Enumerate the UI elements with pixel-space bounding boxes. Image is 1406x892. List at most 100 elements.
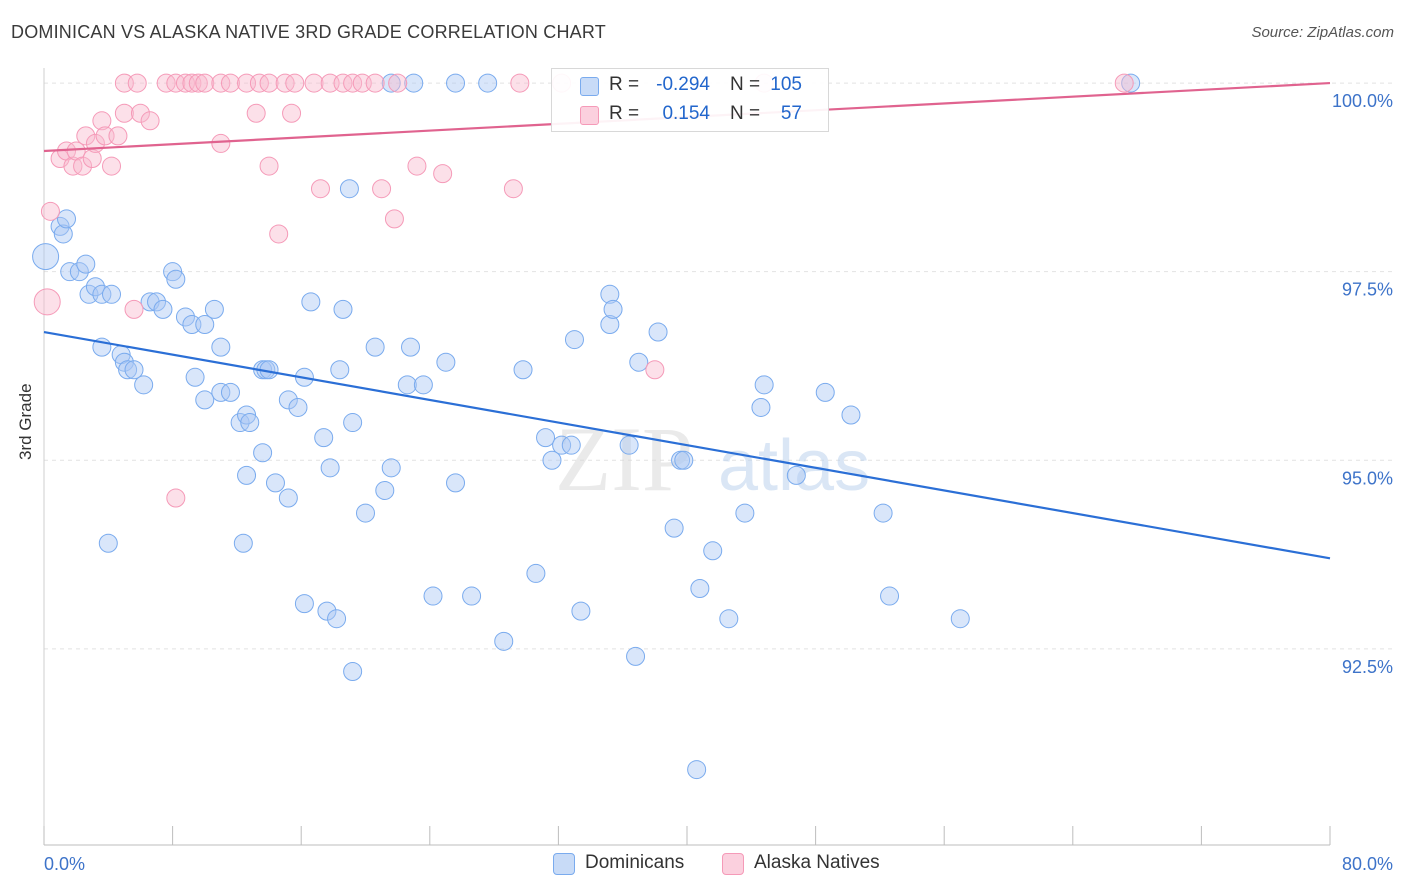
alaska-native-point: [92, 111, 112, 131]
dominican-point: [446, 73, 466, 93]
alaska-native-point: [211, 73, 231, 93]
dominican-point: [124, 360, 144, 380]
dominican-point: [195, 390, 215, 410]
dominican-point: [240, 413, 260, 433]
alaska-native-point: [246, 103, 266, 123]
dominican-point: [211, 337, 231, 357]
dominican-point: [786, 465, 806, 485]
dominican-point: [233, 533, 253, 553]
dominican-point: [690, 579, 710, 599]
tick-labels: 92.5% 95.0% 97.5% 100.0% 0.0% 80.0%: [44, 91, 1393, 874]
legend-swatch-alaska-natives: [580, 106, 599, 125]
dominican-point: [153, 299, 173, 319]
y-tick-label: 95.0%: [1342, 468, 1393, 488]
dominican-point: [404, 73, 424, 93]
dominican-point: [265, 473, 285, 493]
watermark-atlas: atlas: [718, 426, 870, 506]
dominican-point: [446, 473, 466, 493]
legend-r-value: 0.154: [662, 103, 710, 124]
legend-swatch-dominicans: [553, 853, 575, 875]
dominican-point: [98, 533, 118, 553]
dominican-point: [735, 503, 755, 523]
alaska-native-point: [503, 179, 523, 199]
dominican-point: [880, 586, 900, 606]
alaska-native-point: [73, 156, 93, 176]
alaska-native-point: [188, 73, 208, 93]
y-tick-label: 97.5%: [1342, 280, 1393, 300]
dominican-point: [619, 435, 639, 455]
dominican-point: [626, 646, 646, 666]
legend-n-value: 105: [770, 74, 802, 95]
dominican-point: [561, 435, 581, 455]
legend-r-label: R =: [609, 74, 640, 95]
dominican-point: [542, 450, 562, 470]
dominican-point: [53, 224, 73, 244]
dominican-point: [220, 382, 240, 402]
alaska-native-point: [365, 73, 385, 93]
dominican-point: [375, 480, 395, 500]
dominican-point: [69, 262, 89, 282]
dominican-point: [413, 375, 433, 395]
dominican-point: [278, 390, 298, 410]
legend-r-label: R =: [609, 103, 640, 124]
legend-label-dominicans: Dominicans: [585, 852, 685, 873]
dominican-point: [719, 609, 739, 629]
dominican-point: [333, 299, 353, 319]
dominican-point: [571, 601, 591, 621]
dominican-point: [237, 405, 257, 425]
dominican-point: [317, 601, 337, 621]
dominican-point: [166, 269, 186, 289]
dominican-point: [50, 216, 70, 236]
dominican-point: [401, 337, 421, 357]
series-legend: Dominicans Alaska Natives: [0, 850, 1406, 880]
dominican-point: [76, 254, 96, 274]
alaska-native-point: [166, 73, 186, 93]
dominican-point: [494, 631, 514, 651]
legend-row-alaska-natives: R = 0.154 N = 57: [552, 100, 828, 130]
alaska-native-point: [343, 73, 363, 93]
alaska-native-point: [310, 179, 330, 199]
dominican-point: [294, 594, 314, 614]
dominican-point: [600, 284, 620, 304]
dominican-point: [841, 405, 861, 425]
alaska-native-point: [269, 224, 289, 244]
alaska-native-point: [407, 156, 427, 176]
y-axis-label: 3rd Grade: [16, 383, 35, 460]
dominican-point: [526, 563, 546, 583]
dominican-point: [327, 609, 347, 629]
legend-swatch-dominicans: [580, 77, 599, 96]
watermark: ZIP atlas: [555, 408, 870, 510]
dominican-point: [815, 382, 835, 402]
alaska-native-point: [102, 156, 122, 176]
x-tick-label: 0.0%: [44, 854, 85, 874]
alaska-native-point: [433, 164, 453, 184]
alaska-native-point: [211, 133, 231, 153]
alaska-native-point: [220, 73, 240, 93]
dominican-point: [603, 299, 623, 319]
dominican-point: [381, 73, 401, 93]
dominican-point: [288, 397, 308, 417]
dominican-point: [230, 413, 250, 433]
alaska-native-point: [282, 103, 302, 123]
alaska-native-point: [63, 156, 83, 176]
dominican-point: [339, 179, 359, 199]
legend-n-label: N =: [730, 103, 761, 124]
dominican-point: [703, 541, 723, 561]
dominican-point: [237, 465, 257, 485]
legend-swatch-alaska-natives: [722, 853, 744, 875]
alaska-native-point: [108, 126, 128, 146]
y-tick-label: 100.0%: [1332, 91, 1393, 111]
x-tick-label: 80.0%: [1342, 854, 1393, 874]
dominican-point: [253, 443, 273, 463]
dominican-point: [32, 243, 60, 271]
alaska-native-point: [1114, 73, 1134, 93]
legend-label-alaska-natives: Alaska Natives: [754, 852, 880, 873]
dominican-point: [674, 450, 694, 470]
alaska-native-point: [372, 179, 392, 199]
alaska-native-point: [40, 201, 60, 221]
alaska-native-point: [124, 299, 144, 319]
dominican-point: [950, 609, 970, 629]
dominican-point: [114, 352, 134, 372]
dominican-point: [175, 307, 195, 327]
